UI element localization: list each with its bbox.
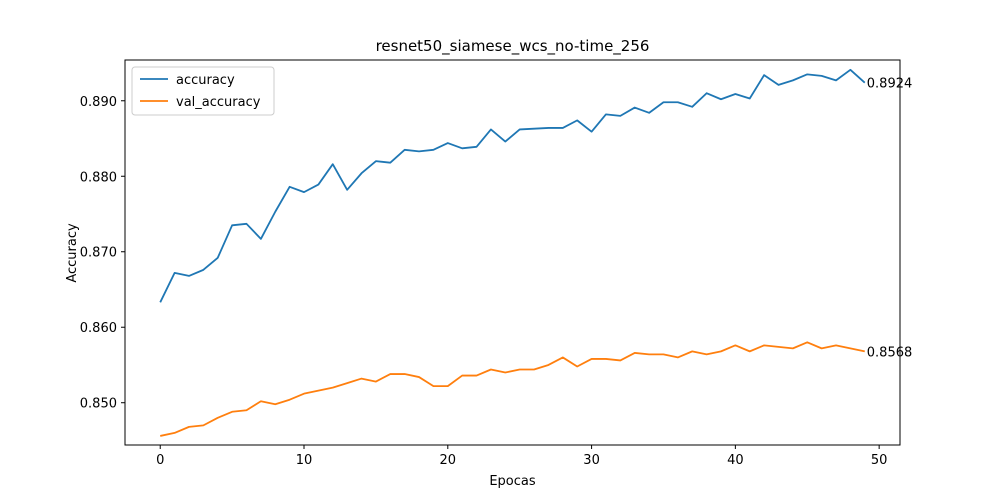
x-tick-label: 20	[440, 453, 457, 468]
y-axis: 0.850 0.860 0.870 0.880 0.890	[80, 95, 125, 412]
y-axis-title: Accuracy	[65, 223, 80, 283]
series-line-val-accuracy	[160, 341, 865, 437]
chart-title: resnet50_siamese_wcs_no-time_256	[376, 37, 650, 56]
plot-area	[124, 59, 901, 446]
series-line-accuracy	[159, 68, 866, 303]
x-tick-label: 50	[871, 453, 888, 468]
y-tick-label: 0.890	[80, 95, 117, 110]
plot-frame	[124, 59, 901, 446]
legend: accuracy val_accuracy	[131, 66, 275, 116]
x-axis: 0 10 20 30 40 50	[156, 445, 887, 468]
series-layer	[159, 68, 866, 437]
y-tick-label: 0.880	[80, 170, 117, 185]
x-tick-label: 0	[156, 453, 164, 468]
y-tick-label: 0.850	[80, 397, 117, 412]
legend-label-accuracy: accuracy	[176, 73, 235, 88]
end-value-label-accuracy: 0.8924	[867, 77, 913, 92]
x-axis-title: Epocas	[489, 474, 536, 489]
end-labels: 0.8924 0.8568	[867, 77, 913, 361]
end-value-label-val-accuracy: 0.8568	[867, 345, 913, 360]
x-tick-label: 40	[727, 453, 744, 468]
y-tick-label: 0.870	[80, 246, 117, 261]
x-tick-label: 10	[296, 453, 313, 468]
y-tick-label: 0.860	[80, 321, 117, 336]
legend-label-val-accuracy: val_accuracy	[176, 95, 261, 110]
x-tick-label: 30	[583, 453, 600, 468]
